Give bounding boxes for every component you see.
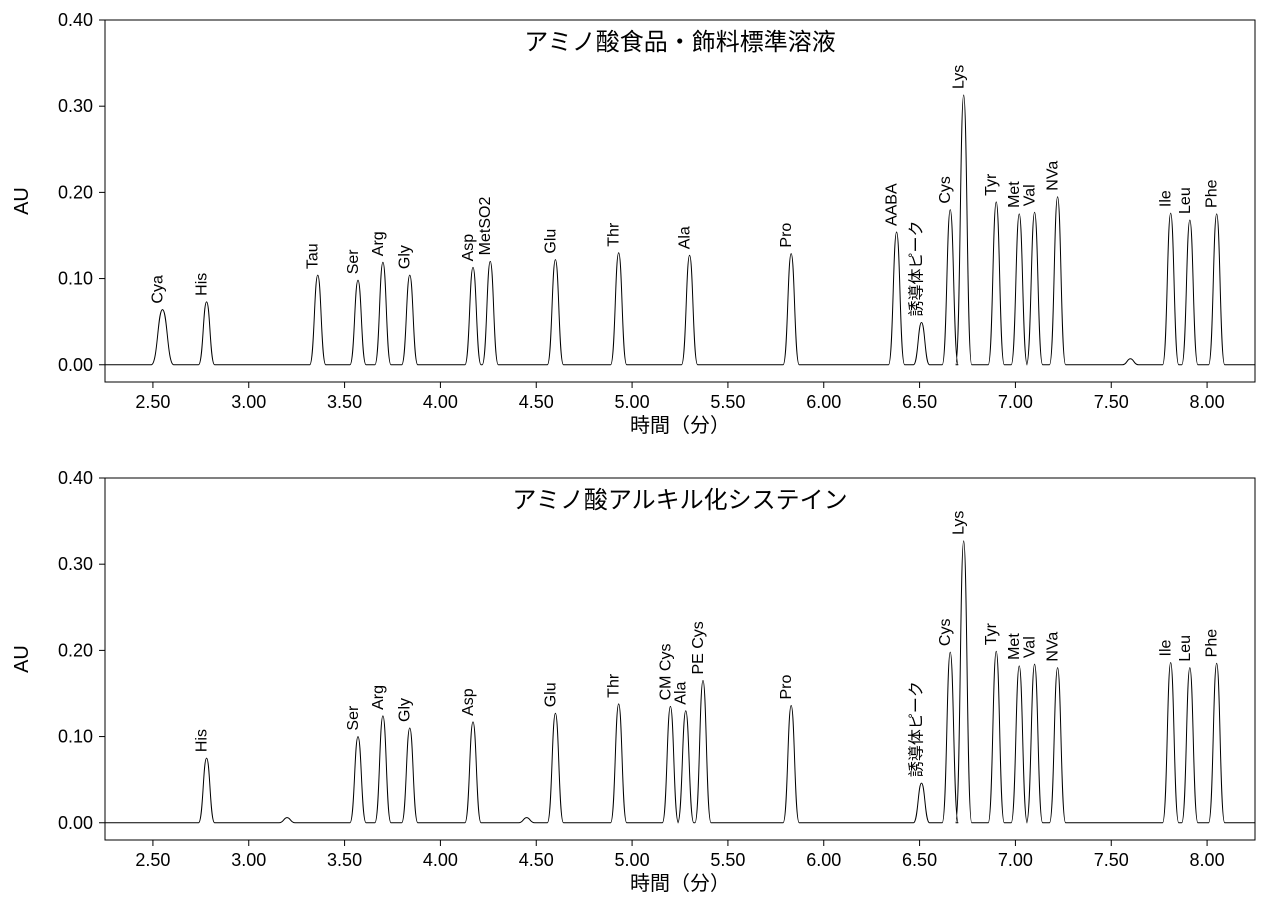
peak-label: Pro (778, 223, 795, 248)
y-axis-label: AU (11, 645, 33, 673)
peak-label: 誘導体ピーク (907, 681, 926, 777)
peak-label: AABA (884, 183, 901, 226)
peak-label: Lys (951, 65, 968, 89)
peak-label: Leu (1177, 187, 1194, 214)
x-axis-label: 時間（分） (630, 872, 730, 895)
peak-label: MetSO2 (477, 197, 494, 256)
y-axis-label: AU (11, 187, 33, 215)
x-tick-label: 6.50 (902, 392, 937, 412)
peak-label: Cys (937, 176, 954, 204)
peak-label: 誘導体ピーク (907, 221, 926, 317)
peak-label: Asp (460, 688, 477, 716)
y-tick-label: 0.00 (58, 355, 93, 375)
peak-label: Cys (937, 619, 954, 647)
x-tick-label: 4.00 (423, 392, 458, 412)
plot-border (105, 20, 1255, 382)
x-tick-label: 8.00 (1190, 850, 1225, 870)
x-tick-label: 5.50 (710, 850, 745, 870)
y-tick-label: 0.40 (58, 468, 93, 488)
x-tick-label: 7.00 (998, 850, 1033, 870)
peak-label: Ile (1158, 190, 1175, 207)
peak-label: Lys (951, 511, 968, 535)
peak-label: Leu (1177, 635, 1194, 662)
x-tick-label: 4.50 (519, 392, 554, 412)
chromatogram-panel-1: 2.50 3.00 3.50 4.00 4.50 5.00 5.50 6.00 6.50 7.00… (0, 458, 1280, 898)
x-tick-label: 6.50 (902, 850, 937, 870)
peak-label: Gly (397, 245, 414, 269)
x-tick-label: 8.00 (1190, 392, 1225, 412)
y-tick-label: 0.40 (58, 10, 93, 30)
x-tick-label: 5.00 (615, 850, 650, 870)
x-tick-label: 3.50 (327, 850, 362, 870)
peak-label: Ile (1158, 639, 1175, 656)
x-tick-label: 3.00 (231, 850, 266, 870)
peak-label: PE Cys (690, 621, 707, 674)
peak-label: Val (1022, 636, 1039, 658)
x-tick-label: 6.00 (806, 392, 841, 412)
peak-label: Thr (606, 222, 623, 247)
x-tick-label: 7.50 (1094, 392, 1129, 412)
peak-label: Glu (542, 229, 559, 254)
peak-label: Asp (460, 234, 477, 262)
peak-label: Ser (345, 705, 362, 731)
y-tick-label: 0.10 (58, 727, 93, 747)
y-tick-label: 0.30 (58, 554, 93, 574)
x-tick-label: 4.00 (423, 850, 458, 870)
chromatogram-figure: 2.50 3.00 3.50 4.00 4.50 5.00 5.50 6.00 6.50 7.00… (0, 0, 1280, 914)
x-tick-label: 4.50 (519, 850, 554, 870)
y-tick-label: 0.30 (58, 96, 93, 116)
peak-label: Arg (370, 231, 387, 256)
peak-label: Ser (345, 249, 362, 275)
y-tick-label: 0.20 (58, 182, 93, 202)
peak-label: Glu (542, 682, 559, 707)
x-tick-label: 5.00 (615, 392, 650, 412)
x-tick-label: 2.50 (135, 850, 170, 870)
y-tick-label: 0.10 (58, 269, 93, 289)
peak-label: NVa (1045, 632, 1062, 662)
x-tick-label: 3.50 (327, 392, 362, 412)
peak-label: Pro (778, 675, 795, 700)
peak-label: Cya (150, 275, 167, 304)
peak-label: Thr (606, 673, 623, 698)
y-tick-label: 0.00 (58, 813, 93, 833)
x-tick-label: 3.00 (231, 392, 266, 412)
x-tick-label: 5.50 (710, 392, 745, 412)
peak-label: Phe (1204, 179, 1221, 208)
panel-wrapper-1: 2.50 3.00 3.50 4.00 4.50 5.00 5.50 6.00 6.50 7.00… (0, 458, 1280, 898)
plot-border (105, 478, 1255, 840)
panel-title: アミノ酸食品・飾料標準溶液 (524, 29, 836, 56)
peak-label: Gly (397, 698, 414, 722)
peak-label: His (194, 729, 211, 752)
panel-wrapper-0: 2.50 3.00 3.50 4.00 4.50 5.00 5.50 6.00 6.50 7.00… (0, 0, 1280, 440)
panel-title: アミノ酸アルキル化システイン (512, 487, 847, 514)
peak-label: NVa (1045, 161, 1062, 191)
y-tick-label: 0.20 (58, 640, 93, 660)
x-tick-label: 2.50 (135, 392, 170, 412)
peak-label: Ala (677, 226, 694, 249)
peak-label: Arg (370, 685, 387, 710)
peak-label: Ala (673, 681, 690, 704)
x-tick-label: 7.50 (1094, 850, 1129, 870)
peak-label: Tyr (983, 622, 1000, 645)
x-tick-label: 6.00 (806, 850, 841, 870)
x-axis-label: 時間（分） (630, 414, 730, 437)
chromatogram-panel-0: 2.50 3.00 3.50 4.00 4.50 5.00 5.50 6.00 6.50 7.00… (0, 0, 1280, 440)
peak-label: His (194, 273, 211, 296)
peak-label: Val (1022, 184, 1039, 206)
peak-label: Tau (305, 243, 322, 269)
peak-label: Tyr (983, 173, 1000, 196)
peak-label: Phe (1204, 629, 1221, 658)
x-tick-label: 7.00 (998, 392, 1033, 412)
